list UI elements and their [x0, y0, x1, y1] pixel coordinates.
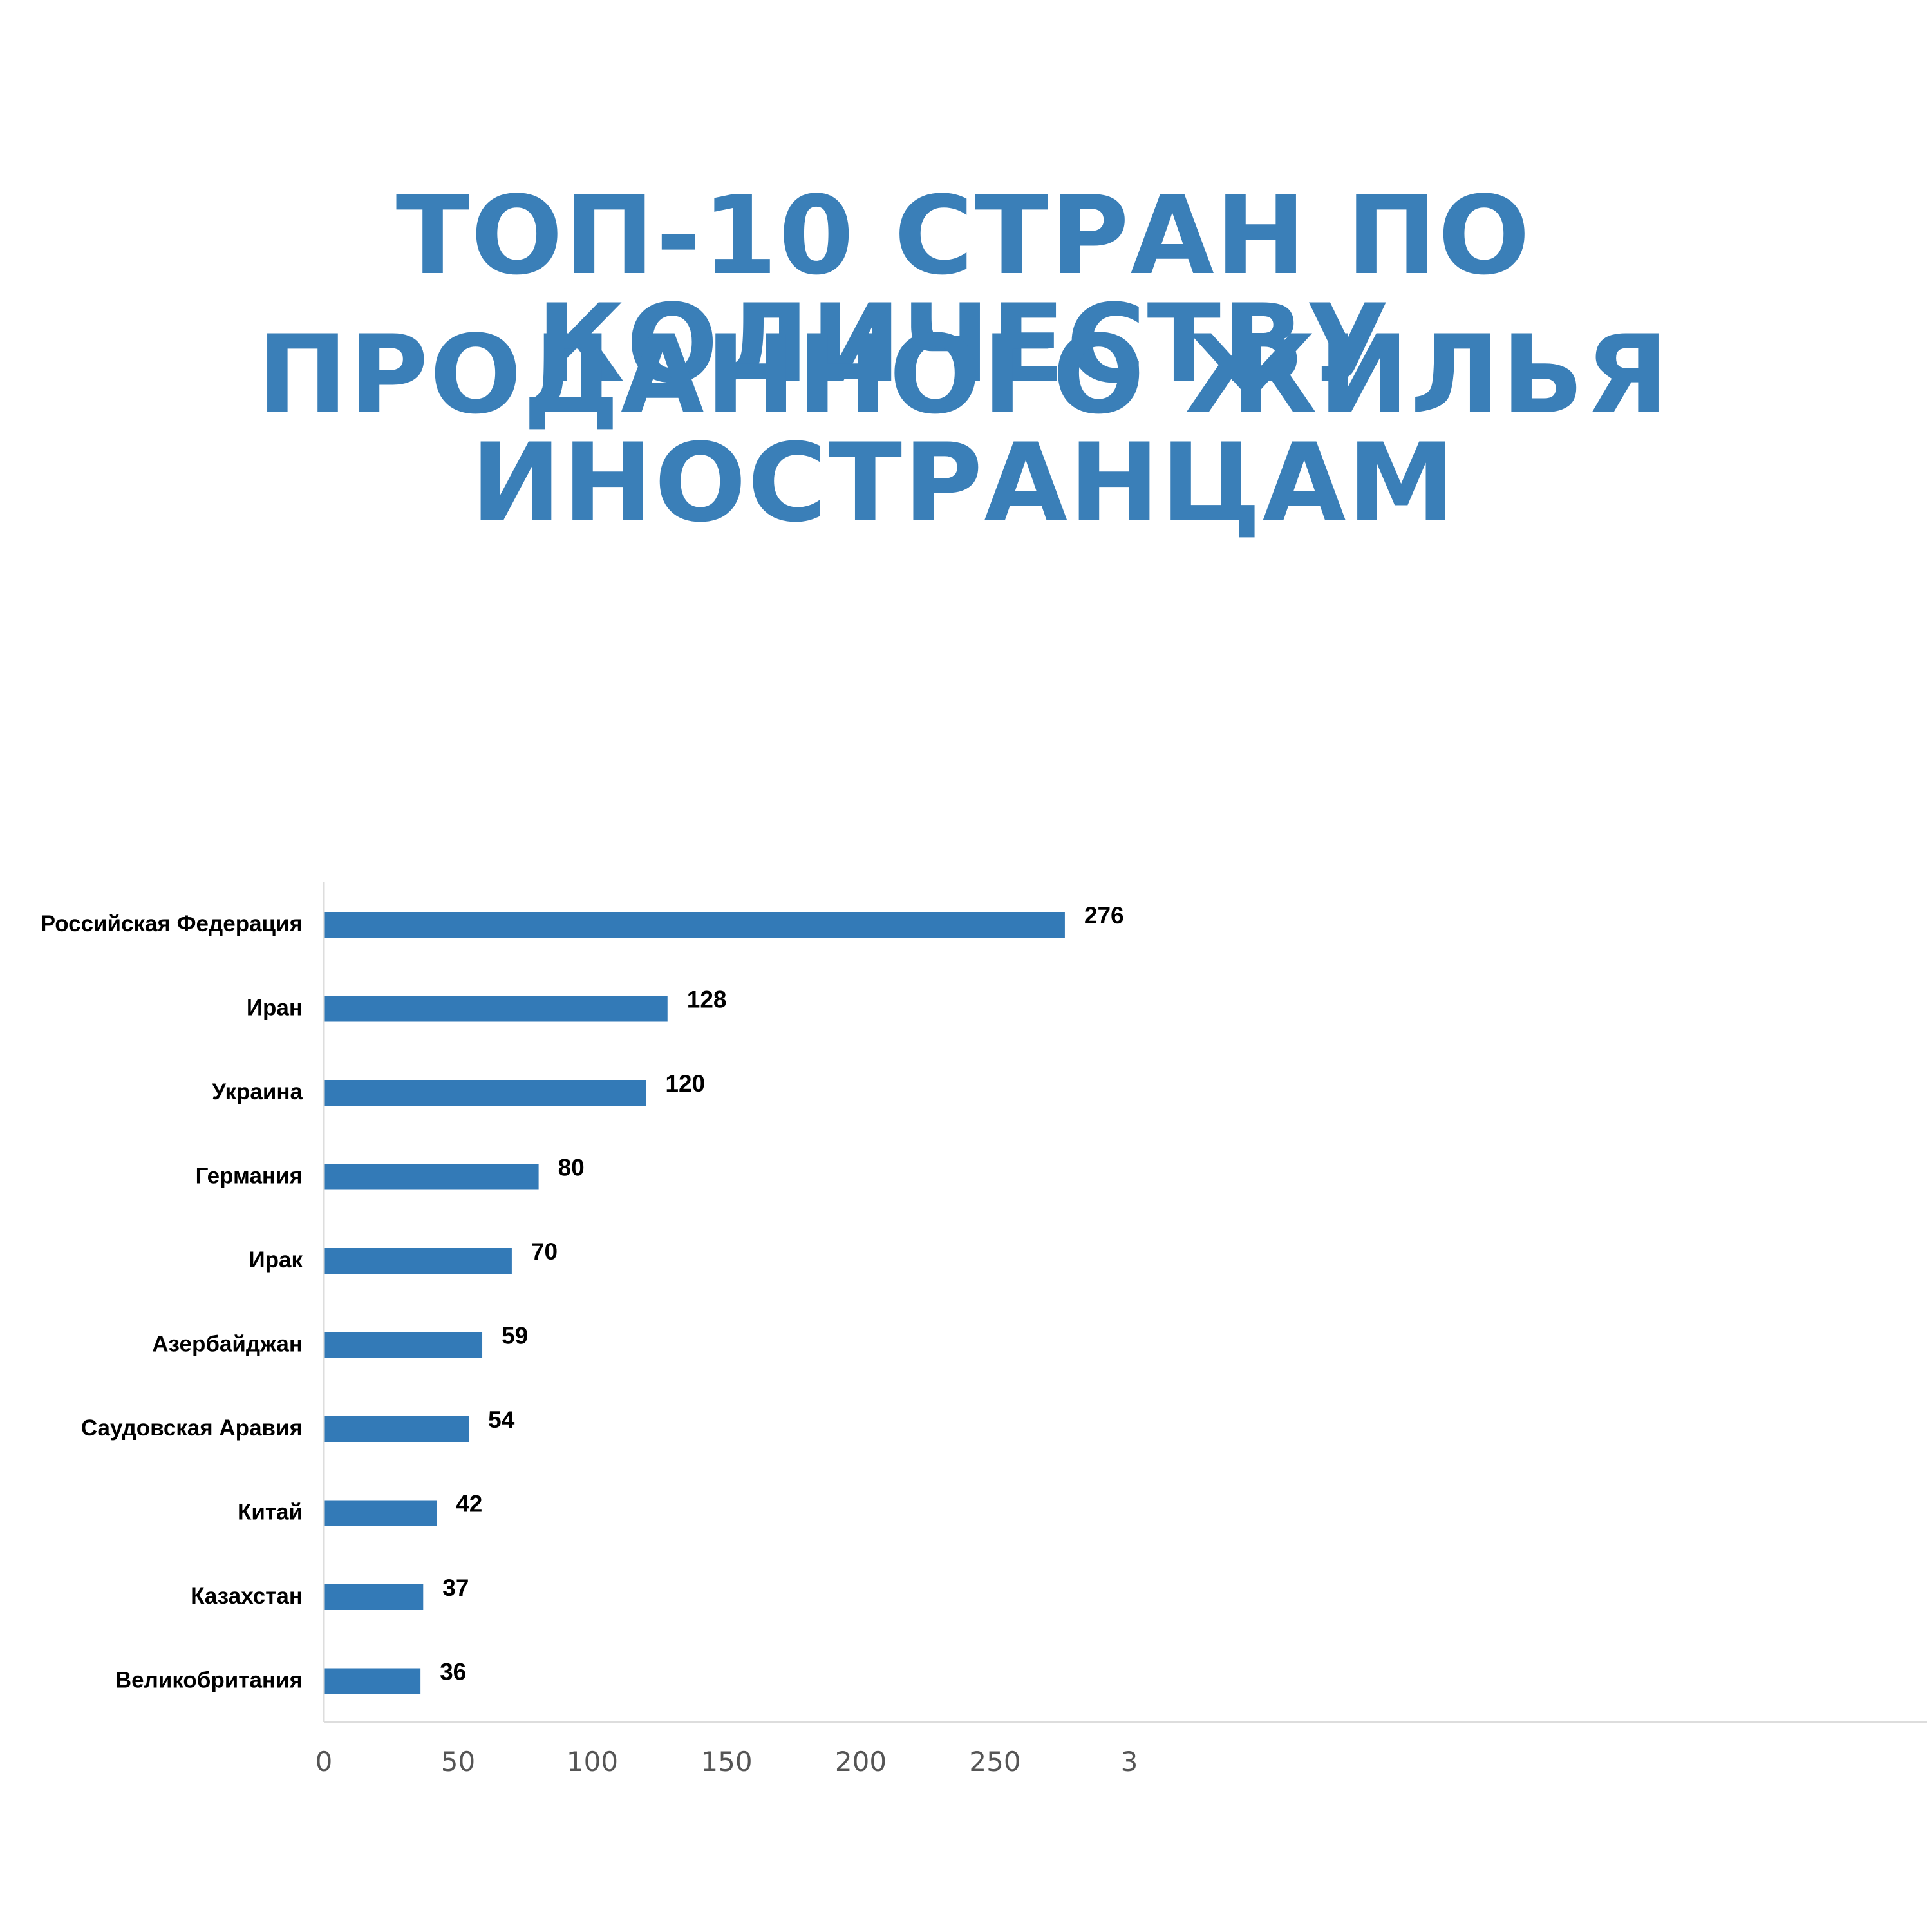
category-label: Ирак: [249, 1247, 303, 1273]
axis-layer: 0 50 100 150 200 250 3: [315, 882, 1927, 1777]
bar: [324, 1416, 469, 1442]
x-tick-label: 200: [835, 1746, 887, 1777]
chart-title-line-2: ПРОДАННОГО ЖИЛЬЯ ИНОСТРАНЦАМ: [257, 312, 1670, 546]
category-label: Саудовская Аравия: [81, 1416, 303, 1441]
bar: [324, 1164, 539, 1190]
bar: [324, 1080, 646, 1106]
x-tick-label: 150: [700, 1746, 752, 1777]
bar: [324, 912, 1065, 938]
category-label: Великобритания: [115, 1668, 303, 1693]
value-label: 59: [502, 1323, 528, 1349]
category-label: Иран: [247, 996, 303, 1021]
category-label: Российская Федерация: [41, 911, 303, 936]
bar: [324, 1332, 483, 1358]
x-tick-label: 3: [1121, 1746, 1138, 1777]
chart-title-line-1: ТОП-10 СТРАН ПО КОЛИЧЕСТВУ: [395, 173, 1532, 407]
category-label: Китай: [238, 1500, 303, 1525]
x-tick-label: 50: [441, 1746, 475, 1777]
bar: [324, 1584, 424, 1610]
value-label: 276: [1084, 902, 1124, 929]
x-tick-label: 250: [969, 1746, 1020, 1777]
bar: [324, 1668, 421, 1694]
bars-layer: Российская Федерация 276 Иран 128 Украина 120…: [41, 902, 1124, 1694]
bar: [324, 1248, 512, 1274]
value-label: 128: [687, 987, 727, 1013]
x-tick-label: 100: [567, 1746, 618, 1777]
category-label: Украина: [212, 1079, 303, 1104]
value-label: 42: [456, 1491, 482, 1517]
category-label: Германия: [196, 1164, 303, 1189]
category-label: Казахстан: [191, 1584, 303, 1609]
value-label: 70: [531, 1238, 558, 1265]
category-label: Азербайджан: [152, 1332, 303, 1357]
value-label: 120: [665, 1070, 705, 1097]
value-label: 36: [440, 1659, 466, 1685]
value-label: 54: [488, 1406, 515, 1433]
x-tick-label: 0: [315, 1746, 333, 1777]
bar: [324, 996, 668, 1022]
value-label: 80: [558, 1155, 585, 1181]
bar-chart: Российская Федерация 276 Иран 128 Украина 120…: [41, 882, 1927, 1777]
value-label: 37: [442, 1575, 469, 1601]
bar: [324, 1500, 437, 1526]
